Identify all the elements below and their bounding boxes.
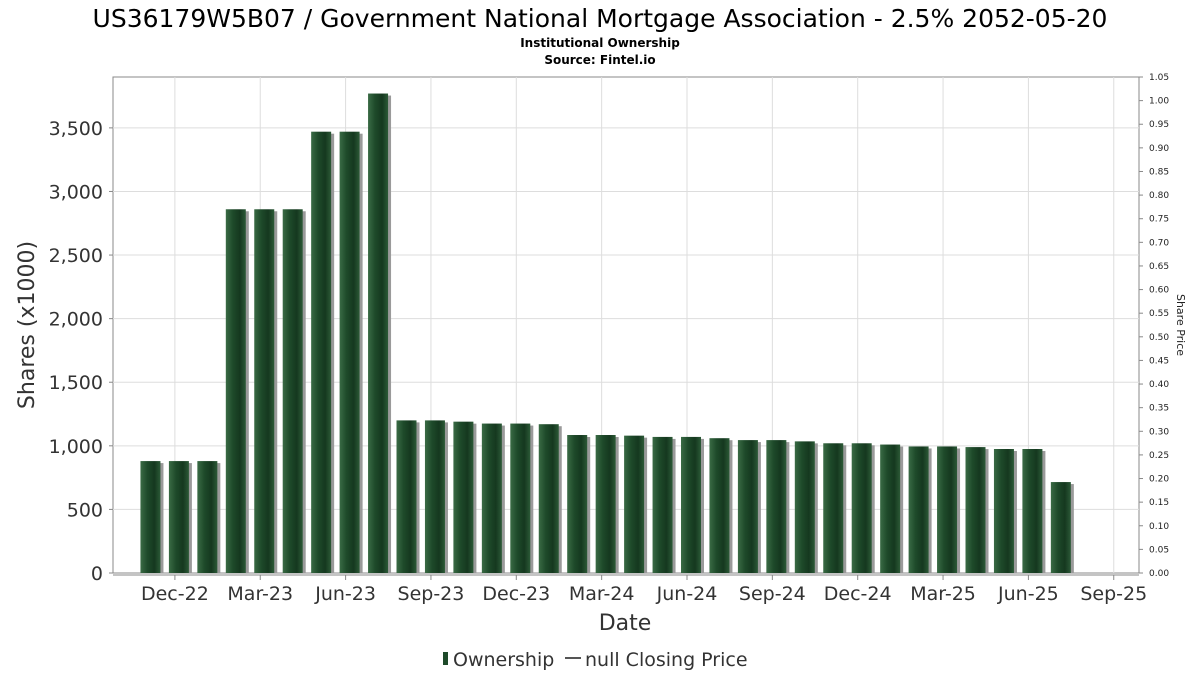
ownership-bar <box>225 209 246 573</box>
y2-tick-label: 0.10 <box>1149 522 1169 532</box>
x-tick-label: Mar-25 <box>910 583 976 605</box>
ownership-bar <box>168 461 189 573</box>
ownership-bar <box>709 438 730 573</box>
ownership-bar <box>197 461 218 573</box>
ownership-bar <box>993 449 1014 573</box>
y2-tick-label: 0.95 <box>1149 120 1169 130</box>
ownership-bar <box>424 420 445 573</box>
ownership-bar <box>510 423 531 573</box>
x-tick-label: Sep-23 <box>398 583 465 605</box>
ownership-bar <box>567 435 588 573</box>
y-axis-ticks: 0 500 1,000 1,500 2,000 2,500 3,000 3,500 <box>49 118 113 585</box>
y-tick-label: 500 <box>67 499 103 521</box>
ownership-bar <box>339 131 360 573</box>
y-tick-label: 2,500 <box>49 245 103 267</box>
y2-tick-label: 0.30 <box>1149 427 1169 437</box>
ownership-bar <box>937 446 958 573</box>
x-tick-label: Jun-25 <box>997 583 1059 605</box>
x-tick-label: Sep-24 <box>739 583 806 605</box>
ownership-bar <box>1022 449 1043 573</box>
y2-tick-label: 0.05 <box>1149 545 1169 555</box>
y-tick-label: 1,000 <box>49 436 103 458</box>
chart-title: US36179W5B07 / Government National Mortg… <box>93 4 1108 33</box>
bars <box>140 93 1074 574</box>
ownership-bar <box>254 209 275 573</box>
ownership-bar <box>851 443 872 573</box>
x-tick-label: Mar-23 <box>227 583 293 605</box>
y2-tick-label: 0.55 <box>1149 309 1169 319</box>
y-tick-label: 3,500 <box>49 118 103 140</box>
y-tick-label: 0 <box>91 563 103 585</box>
ownership-bar <box>766 440 787 573</box>
y2-tick-label: 0.20 <box>1149 475 1169 485</box>
legend-ownership-swatch <box>443 652 448 665</box>
x-tick-label: Dec-22 <box>141 583 209 605</box>
y2-tick-label: 1.00 <box>1149 97 1169 107</box>
ownership-bar <box>624 435 645 573</box>
chart-source: Source: Fintel.io <box>544 53 655 67</box>
ownership-bar <box>368 93 389 574</box>
y2-tick-label: 0.35 <box>1149 404 1169 414</box>
ownership-bar <box>140 461 161 573</box>
y2-tick-label: 0.85 <box>1149 167 1169 177</box>
x-tick-label: Jun-24 <box>656 583 718 605</box>
y2-tick-label: 0.15 <box>1149 498 1169 508</box>
ownership-bar <box>794 441 815 573</box>
ownership-bar <box>538 424 559 573</box>
y-axis-label: Shares (x1000) <box>15 241 40 409</box>
y2-tick-label: 0.90 <box>1149 144 1169 154</box>
ownership-bar <box>1050 482 1071 573</box>
ownership-bar <box>453 421 474 573</box>
x-axis-label: Date <box>599 611 652 636</box>
ownership-bar <box>481 423 502 573</box>
ownership-bar <box>965 447 986 573</box>
y2-axis-label: Share Price <box>1174 294 1187 356</box>
ownership-bar <box>908 446 929 573</box>
x-tick-label: Dec-23 <box>482 583 550 605</box>
ownership-bar <box>880 444 901 573</box>
y2-tick-label: 0.75 <box>1149 215 1169 225</box>
y2-tick-label: 0.00 <box>1149 569 1169 579</box>
x-tick-label: Mar-24 <box>569 583 635 605</box>
ownership-bar <box>282 209 303 573</box>
x-tick-label: Jun-23 <box>314 583 376 605</box>
legend-ownership-label: Ownership <box>453 649 554 671</box>
legend: Ownership null Closing Price <box>443 649 748 671</box>
y2-tick-label: 0.25 <box>1149 451 1169 461</box>
y2-tick-label: 0.60 <box>1149 286 1169 296</box>
ownership-bar <box>311 131 332 573</box>
ownership-bar <box>737 440 758 573</box>
chart-subtitle: Institutional Ownership <box>520 36 680 50</box>
legend-price-label: null Closing Price <box>585 649 748 671</box>
y-tick-label: 2,000 <box>49 309 103 331</box>
y2-tick-label: 0.65 <box>1149 262 1169 272</box>
ownership-bar <box>595 435 616 573</box>
ownership-bar <box>396 420 417 573</box>
y-tick-label: 3,000 <box>49 181 103 203</box>
y2-tick-label: 0.70 <box>1149 238 1169 248</box>
y2-tick-label: 1.05 <box>1149 73 1169 83</box>
ownership-bar <box>681 436 701 573</box>
x-tick-label: Sep-25 <box>1080 583 1147 605</box>
x-tick-label: Dec-24 <box>824 583 892 605</box>
x-axis-ticks: Dec-22 Mar-23 Jun-23 Sep-23 Dec-23 Mar-24 Jun-… <box>141 575 1147 605</box>
y2-axis-ticks: 0.00 0.05 0.10 0.15 0.20 0.25 0.30 0.35 0.40 0.45… <box>1139 73 1169 579</box>
ownership-bar <box>823 443 844 573</box>
y2-tick-label: 0.80 <box>1149 191 1169 201</box>
y2-tick-label: 0.40 <box>1149 380 1169 390</box>
y2-tick-label: 0.50 <box>1149 333 1169 343</box>
ownership-bar <box>652 436 673 573</box>
y-tick-label: 1,500 <box>49 372 103 394</box>
y2-tick-label: 0.45 <box>1149 356 1169 366</box>
